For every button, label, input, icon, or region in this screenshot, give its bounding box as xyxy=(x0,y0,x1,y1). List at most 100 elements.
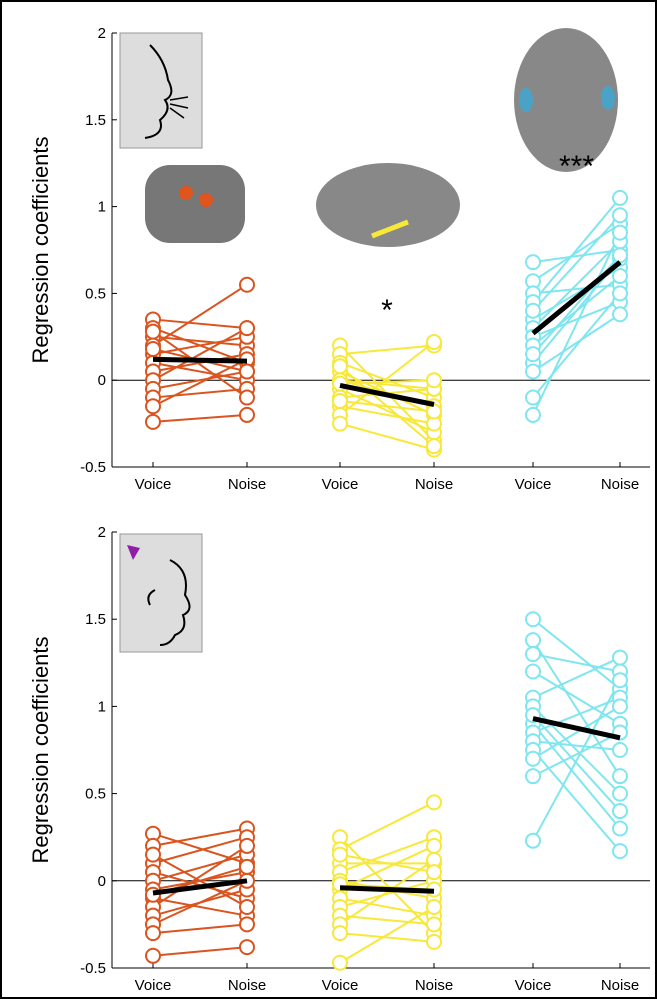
subject-point xyxy=(240,365,254,379)
subject-point xyxy=(613,226,627,240)
subject-point xyxy=(526,769,540,783)
y-tick-label: 1.5 xyxy=(85,611,106,628)
subject-point xyxy=(613,844,627,858)
subject-point xyxy=(146,342,160,356)
subject-point xyxy=(333,359,347,373)
subject-point xyxy=(240,391,254,405)
subject-point xyxy=(613,821,627,835)
subject-point xyxy=(613,269,627,283)
x-tick-label: Noise xyxy=(415,476,453,493)
subject-point xyxy=(613,651,627,665)
subject-point xyxy=(333,848,347,862)
brain-sagittal xyxy=(316,163,460,247)
subject-point xyxy=(526,647,540,661)
significance: *** xyxy=(559,150,594,183)
subject-point xyxy=(427,335,441,349)
y-tick-label: -0.5 xyxy=(80,960,106,977)
x-tick-label: Voice xyxy=(135,977,172,994)
subject-point xyxy=(613,769,627,783)
brain-top xyxy=(145,165,245,243)
x-tick-label: Noise xyxy=(228,977,266,994)
subject-point xyxy=(427,900,441,914)
subject-point xyxy=(146,926,160,940)
subject-point xyxy=(526,365,540,379)
y-tick-label: 1 xyxy=(98,698,106,715)
subject-point xyxy=(427,795,441,809)
x-tick-label: Noise xyxy=(415,977,453,994)
y-axis-label: Regression coefficients xyxy=(28,636,53,863)
subject-point xyxy=(526,665,540,679)
y-tick-label: 1 xyxy=(98,199,106,216)
subject-point xyxy=(613,743,627,757)
subject-point xyxy=(146,949,160,963)
x-tick-label: Voice xyxy=(135,476,172,493)
subject-point xyxy=(333,394,347,408)
x-tick-label: Voice xyxy=(515,977,552,994)
subject-point xyxy=(613,248,627,262)
x-tick-label: Noise xyxy=(228,476,266,493)
subject-point xyxy=(427,839,441,853)
subject-point xyxy=(240,278,254,292)
subject-point xyxy=(613,787,627,801)
mean-line xyxy=(340,888,434,891)
subject-point xyxy=(427,439,441,453)
subject-point xyxy=(526,304,540,318)
subject-point xyxy=(333,926,347,940)
subject-point xyxy=(613,191,627,205)
significance: * xyxy=(381,294,393,327)
y-tick-label: 0 xyxy=(98,873,106,890)
y-tick-label: 2 xyxy=(98,524,106,541)
x-tick-label: Noise xyxy=(601,476,639,493)
subject-point xyxy=(240,860,254,874)
y-tick-label: 2 xyxy=(98,25,106,42)
roi xyxy=(519,88,533,112)
y-tick-label: 0.5 xyxy=(85,786,106,803)
subject-point xyxy=(613,673,627,687)
roi xyxy=(179,186,193,200)
subject-point xyxy=(240,839,254,853)
subject-point xyxy=(427,935,441,949)
subject-point xyxy=(333,956,347,970)
subject-point xyxy=(427,865,441,879)
subject-point xyxy=(613,804,627,818)
subject-point xyxy=(526,408,540,422)
subject-point xyxy=(146,848,160,862)
speech-icon xyxy=(120,33,202,148)
subject-point xyxy=(146,415,160,429)
subject-point xyxy=(240,917,254,931)
subject-point xyxy=(526,834,540,848)
x-tick-label: Voice xyxy=(515,476,552,493)
subject-point xyxy=(526,752,540,766)
y-axis-label: Regression coefficients xyxy=(28,136,53,363)
subject-point xyxy=(526,612,540,626)
subject-point xyxy=(333,417,347,431)
mean-line xyxy=(153,359,247,361)
subject-point xyxy=(526,633,540,647)
roi xyxy=(601,86,615,110)
subject-point xyxy=(240,408,254,422)
subject-point xyxy=(146,399,160,413)
x-tick-label: Voice xyxy=(322,977,359,994)
subject-point xyxy=(613,286,627,300)
roi xyxy=(199,193,213,207)
subject-point xyxy=(240,940,254,954)
x-tick-label: Voice xyxy=(322,476,359,493)
subject-point xyxy=(613,307,627,321)
y-tick-label: 0.5 xyxy=(85,285,106,302)
x-tick-label: Noise xyxy=(601,977,639,994)
figure: -0.5 0 0.5 1 1.5 2 Voice Noise Voice Noise Voice No… xyxy=(0,0,657,999)
subject-point xyxy=(427,373,441,387)
subject-point xyxy=(146,325,160,339)
subject-point xyxy=(526,255,540,269)
subject-point xyxy=(526,347,540,361)
subject-point xyxy=(240,321,254,335)
y-tick-label: 0 xyxy=(98,372,106,389)
y-tick-label: -0.5 xyxy=(80,459,106,476)
subject-point xyxy=(427,917,441,931)
subject-point xyxy=(427,404,441,418)
subject-point xyxy=(526,391,540,405)
y-tick-label: 1.5 xyxy=(85,112,106,129)
subject-point xyxy=(613,699,627,713)
subject-point xyxy=(240,900,254,914)
subject-point xyxy=(613,208,627,222)
